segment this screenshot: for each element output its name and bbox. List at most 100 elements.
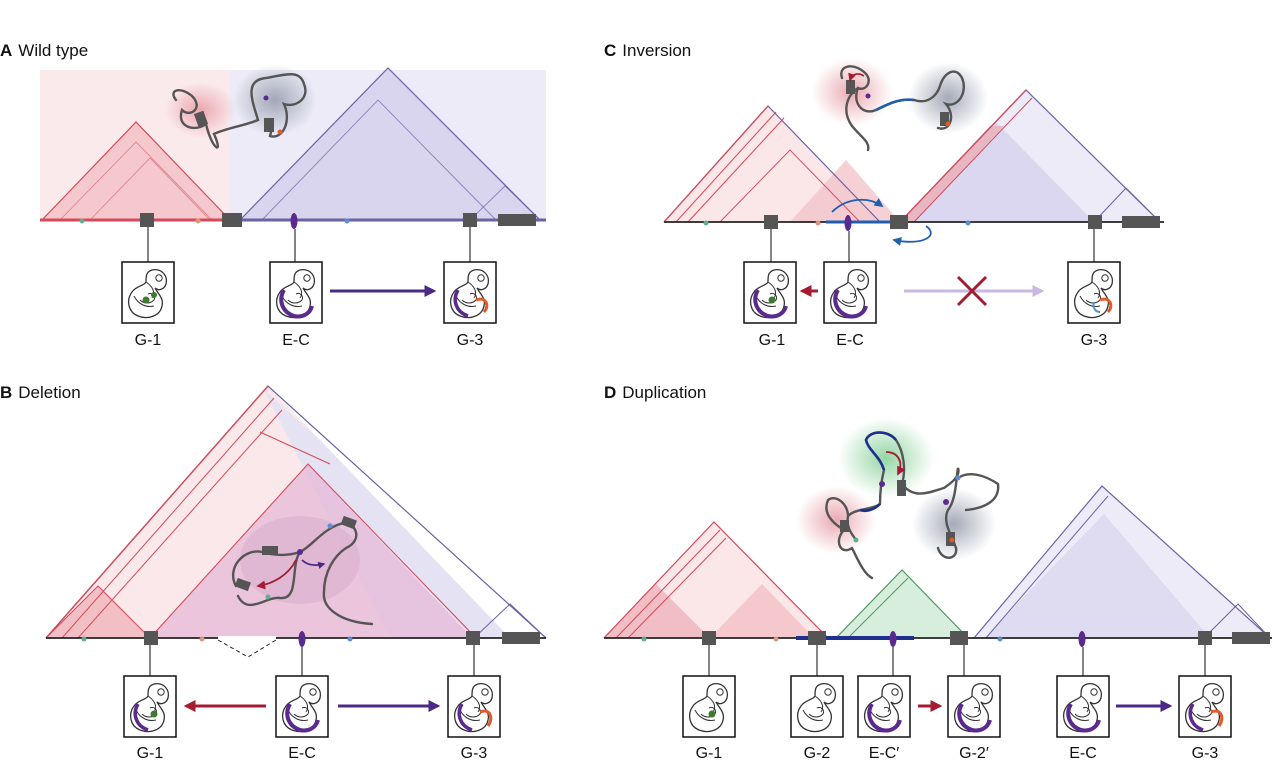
embryo-box-g3 (1178, 675, 1232, 738)
expression-pattern (279, 288, 314, 319)
panel-b-letter: B (0, 383, 12, 402)
interaction-arrow-red (256, 559, 297, 590)
interaction-arrow-purple (301, 559, 326, 569)
expression-pattern-orange (1210, 709, 1224, 727)
gene-block (262, 546, 278, 555)
green-tad-edge-2 (847, 577, 909, 639)
green-glow (838, 418, 934, 498)
blue-tad-left-edge-red (899, 89, 1027, 223)
red-tad-edge-2 (615, 529, 721, 639)
expression-pattern (457, 703, 473, 732)
gene-g4-locus (1122, 216, 1160, 228)
panel-a-title: Wild type (18, 41, 88, 60)
gene-g2-locus (808, 631, 826, 645)
red-tad (42, 122, 230, 220)
embryo-box-g2-prime (947, 675, 1001, 738)
enhancer-dot (263, 95, 269, 101)
expression-pattern (285, 702, 320, 733)
expression-pattern (833, 288, 868, 319)
gene-label-g3: G-3 (1192, 745, 1219, 762)
gene-label-g1: G-1 (759, 332, 786, 349)
panel-c-letter: C (604, 41, 616, 60)
blue-subtad (984, 514, 1210, 638)
chromatin-loop (172, 73, 307, 149)
inversion-arrow-top (831, 198, 884, 213)
ctcf-dot (327, 523, 333, 529)
gene-label-ec-prime: E-C′ (869, 745, 900, 762)
ctcf-dot-2 (199, 636, 205, 642)
ctcf-dot (641, 636, 647, 642)
interaction-arrow-red (885, 451, 906, 476)
gene-block (340, 515, 357, 530)
gene-label-ec: E-C (836, 332, 864, 349)
blue-tad-edge-2 (985, 495, 1109, 639)
red-tad-outline (41, 121, 231, 221)
red-subtad (46, 586, 150, 638)
blue-subtad-outline-2 (469, 185, 541, 221)
deletion-junction (217, 639, 277, 658)
expression-dot (150, 710, 158, 718)
fused-tad-left-edge (45, 385, 269, 639)
panel-c: C Inversion (604, 41, 1164, 349)
red-tad-edge-3 (687, 117, 785, 223)
panel-d-title: Duplication (622, 383, 706, 402)
panel-b-label: B Deletion (0, 383, 81, 402)
ctcf-dot-3 (347, 636, 353, 642)
embryo-box-g1 (123, 675, 177, 738)
embryo-box-g2 (790, 675, 844, 738)
embryo-box-g3 (1067, 261, 1121, 324)
expression-pattern (1188, 703, 1204, 732)
grey-glow (912, 488, 996, 560)
gene-g3-locus (1088, 215, 1102, 229)
gene-g3-block (264, 118, 274, 132)
ctcf-dot-2 (195, 218, 201, 224)
gene-g4-locus (502, 632, 540, 644)
blue-tad-edge-2 (913, 97, 1033, 223)
red-glow (796, 486, 876, 554)
expression-pattern (753, 288, 788, 319)
enhancer-ec-locus (298, 631, 306, 647)
expression-dot (768, 296, 776, 304)
inverted-red-stripe (900, 126, 1004, 222)
embryo-box-ec (275, 675, 329, 738)
gene-g3-locus (466, 631, 480, 645)
ctcf-dot (955, 475, 961, 481)
gene-label-g3: G-3 (461, 745, 488, 762)
merged-tad-outline (149, 463, 477, 639)
embryo-box-ec (269, 261, 323, 324)
gene-label-g3: G-3 (1081, 332, 1108, 349)
expression-pattern (1066, 702, 1101, 733)
embryo-box-g1 (121, 261, 175, 324)
grey-glow (908, 62, 988, 134)
blue-subtad-outline (1203, 603, 1271, 639)
gene-block (846, 80, 855, 94)
ctcf-dot (81, 636, 87, 642)
ctcf-dot-2 (265, 594, 271, 600)
ctcf-dot-2 (853, 537, 859, 543)
green-tad (836, 570, 968, 638)
expression-dot (708, 710, 716, 718)
red-glow (164, 82, 236, 138)
ctcf-dot-2 (773, 636, 779, 642)
embryo-box-g3 (447, 675, 501, 738)
panel-c-label: C Inversion (604, 41, 691, 60)
panel-a-label: A Wild type (0, 41, 88, 60)
expression-pattern (453, 289, 469, 318)
gene-block (234, 577, 251, 592)
enhancer-ec-locus (1078, 631, 1086, 647)
interaction-arrow-red (848, 72, 865, 82)
blue-tad-outline (239, 67, 541, 221)
gene-label-ec: E-C (282, 332, 310, 349)
panel-a: A Wild type (0, 41, 546, 349)
gene-g1-locus (702, 631, 716, 645)
embryo-box-ec-prime (857, 675, 911, 738)
enhancer-dot-2 (943, 499, 949, 505)
inversion-arrow-bottom (892, 225, 932, 246)
promoter-dot (945, 121, 951, 127)
gene-label-ec: E-C (288, 745, 316, 762)
ctcf-dot-3 (997, 636, 1003, 642)
expression-pattern-orange (475, 297, 489, 314)
blue-tad-remnant (264, 390, 510, 638)
enhancer-ec-prime-locus (889, 631, 897, 647)
